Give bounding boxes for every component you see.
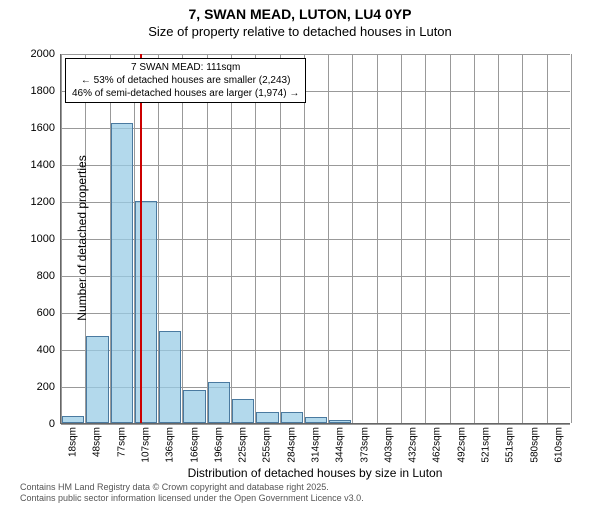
x-tick-label: 610sqm <box>553 427 564 463</box>
gridline-v <box>498 54 499 423</box>
x-tick-label: 432sqm <box>408 427 419 463</box>
gridline-v <box>231 54 232 423</box>
gridline-v <box>207 54 208 423</box>
histogram-bar <box>159 331 181 424</box>
y-tick-label: 400 <box>37 344 55 356</box>
y-axis-label: Number of detached properties <box>75 88 89 388</box>
x-tick-label: 314sqm <box>311 427 322 463</box>
gridline-v <box>522 54 523 423</box>
x-tick-label: 344sqm <box>335 427 346 463</box>
x-tick-label: 107sqm <box>141 427 152 463</box>
property-marker-line <box>140 54 142 423</box>
x-tick-label: 48sqm <box>92 427 103 457</box>
histogram-bar <box>135 201 157 423</box>
gridline-v <box>450 54 451 423</box>
y-tick-label: 1600 <box>31 122 55 134</box>
y-tick-label: 600 <box>37 307 55 319</box>
x-tick-label: 551sqm <box>505 427 516 463</box>
gridline-h <box>61 128 570 129</box>
histogram-bar <box>62 416 84 423</box>
footer-credits: Contains HM Land Registry data © Crown c… <box>20 482 364 504</box>
gridline-v <box>280 54 281 423</box>
footer-line-2: Contains public sector information licen… <box>20 493 364 504</box>
gridline-v <box>182 54 183 423</box>
chart-subtitle: Size of property relative to detached ho… <box>0 24 600 39</box>
gridline-h <box>61 424 570 425</box>
histogram-bar <box>281 412 303 423</box>
y-tick-label: 1400 <box>31 159 55 171</box>
chart-plot-area: 020040060080010001200140016001800200018s… <box>60 54 570 424</box>
chart-title: 7, SWAN MEAD, LUTON, LU4 0YP <box>0 6 600 22</box>
x-tick-label: 403sqm <box>383 427 394 463</box>
y-tick-label: 1000 <box>31 233 55 245</box>
histogram-bar <box>86 336 108 423</box>
gridline-h <box>61 54 570 55</box>
x-tick-label: 284sqm <box>286 427 297 463</box>
x-tick-label: 18sqm <box>68 427 79 457</box>
gridline-v <box>255 54 256 423</box>
gridline-v <box>328 54 329 423</box>
histogram-bar <box>305 417 327 423</box>
gridline-v <box>474 54 475 423</box>
x-tick-label: 521sqm <box>481 427 492 463</box>
x-axis-label: Distribution of detached houses by size … <box>60 466 570 480</box>
gridline-v <box>304 54 305 423</box>
y-tick-label: 1200 <box>31 196 55 208</box>
annotation-title: 7 SWAN MEAD: 111sqm <box>72 61 299 74</box>
histogram-bar <box>208 382 230 423</box>
plot-region: 020040060080010001200140016001800200018s… <box>60 54 570 424</box>
gridline-v <box>401 54 402 423</box>
x-tick-label: 492sqm <box>456 427 467 463</box>
gridline-v <box>547 54 548 423</box>
gridline-v <box>377 54 378 423</box>
x-tick-label: 136sqm <box>165 427 176 463</box>
y-tick-label: 1800 <box>31 85 55 97</box>
x-tick-label: 77sqm <box>116 427 127 457</box>
x-tick-label: 580sqm <box>529 427 540 463</box>
histogram-bar <box>232 399 254 423</box>
annotation-smaller: ← 53% of detached houses are smaller (2,… <box>72 74 299 87</box>
histogram-bar <box>111 123 133 423</box>
y-tick-label: 800 <box>37 270 55 282</box>
x-tick-label: 166sqm <box>189 427 200 463</box>
annotation-larger: 46% of semi-detached houses are larger (… <box>72 87 299 100</box>
histogram-bar <box>256 412 278 423</box>
histogram-bar <box>183 390 205 423</box>
gridline-v <box>352 54 353 423</box>
y-tick-label: 0 <box>49 418 55 430</box>
gridline-v <box>61 54 62 423</box>
histogram-bar <box>329 420 351 423</box>
x-tick-label: 255sqm <box>262 427 273 463</box>
x-tick-label: 225sqm <box>238 427 249 463</box>
gridline-v <box>571 54 572 423</box>
x-tick-label: 462sqm <box>432 427 443 463</box>
x-tick-label: 373sqm <box>359 427 370 463</box>
y-tick-label: 200 <box>37 381 55 393</box>
annotation-box: 7 SWAN MEAD: 111sqm← 53% of detached hou… <box>65 58 306 103</box>
x-tick-label: 196sqm <box>213 427 224 463</box>
y-tick-label: 2000 <box>31 48 55 60</box>
gridline-v <box>425 54 426 423</box>
footer-line-1: Contains HM Land Registry data © Crown c… <box>20 482 364 493</box>
gridline-h <box>61 165 570 166</box>
